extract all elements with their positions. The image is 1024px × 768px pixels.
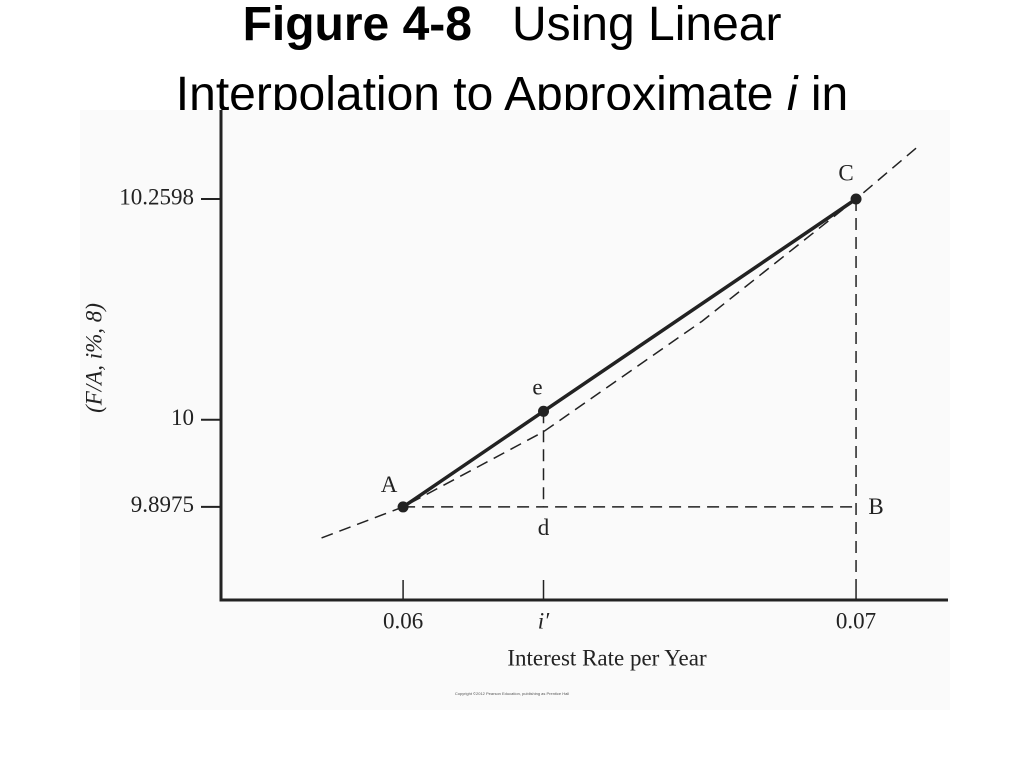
marker-label: d	[538, 515, 550, 540]
point-label: C	[838, 160, 853, 185]
figure-number: Figure 4-8	[243, 0, 472, 51]
y-axis-label: (F/A, i%, 8)	[81, 303, 106, 413]
title-variable: i	[787, 68, 799, 121]
curve	[321, 144, 920, 539]
figure-panel	[80, 110, 950, 710]
copyright: Copyright ©2012 Pearson Education, publi…	[455, 691, 569, 696]
plot: 9.8975 10 10.2598 0.06 i′ 0.07 Ae Cd B	[119, 110, 948, 633]
point	[850, 193, 862, 205]
x-tick-label: 0.06	[383, 608, 423, 633]
point-label: A	[381, 472, 398, 497]
x-tick-label: 0.07	[836, 608, 876, 633]
title-text: Using Linear	[512, 0, 782, 51]
x-axis-label: Interest Rate per Year	[507, 645, 707, 670]
y-tick-label: 10	[171, 405, 194, 430]
y-tick-label: 9.8975	[131, 492, 194, 517]
point	[397, 501, 409, 513]
marker-label: B	[868, 494, 883, 519]
point	[538, 405, 550, 417]
point-label: e	[532, 375, 542, 400]
y-tick-label: 10.2598	[119, 184, 194, 209]
title-line-1: Figure 4-8 Using Linear	[243, 0, 782, 51]
x-tick-label: i′	[538, 608, 550, 633]
